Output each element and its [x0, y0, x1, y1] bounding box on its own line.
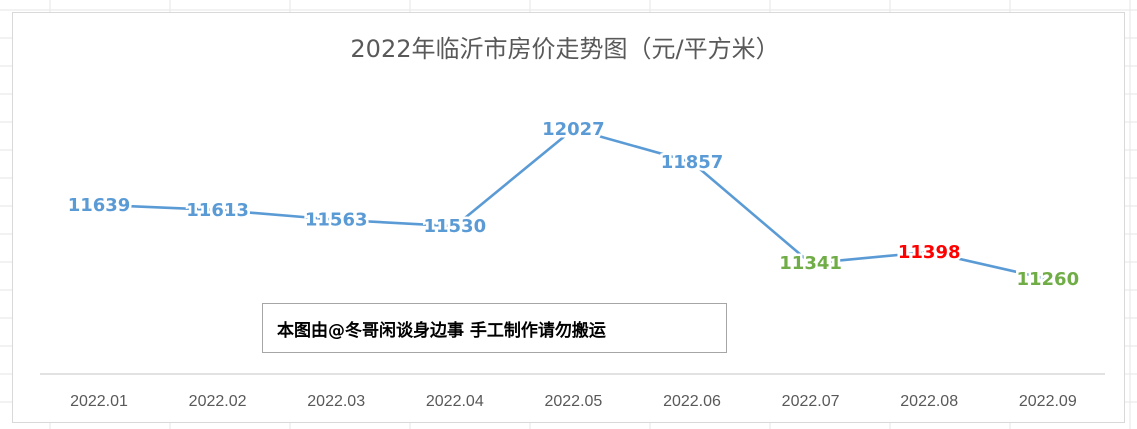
- series-line-segment: [216, 208, 338, 222]
- x-tick-label: 2022.01: [70, 393, 128, 410]
- x-tick-label: 2022.04: [426, 393, 484, 410]
- x-tick-label: 2022.03: [307, 393, 365, 410]
- data-labels: 11639 11613 11563 11530 12027 11857 11341 11398…: [65, 117, 1081, 293]
- x-tick-label: 2022.07: [782, 393, 840, 410]
- data-label: 12027: [542, 119, 605, 140]
- watermark-box: 本图由@冬哥闲谈身边事 手工制作请勿搬运: [262, 303, 727, 353]
- chart-title: 2022年临沂市房价走势图（元/平方米）: [350, 35, 779, 63]
- chart-area[interactable]: 2022年临沂市房价走势图（元/平方米） 11639 11613 11563 1153…: [12, 12, 1125, 423]
- x-tick-labels: 2022.01 2022.02 2022.03 2022.04 2022.05 2022.…: [70, 393, 1077, 410]
- series-line-segment: [572, 127, 694, 164]
- data-label: 11563: [305, 210, 368, 231]
- x-tick-label: 2022.08: [900, 393, 958, 410]
- series-line-segment: [809, 250, 931, 265]
- x-tick-label: 2022.05: [544, 393, 602, 410]
- data-label: 11639: [68, 195, 131, 216]
- x-tick-label: 2022.02: [189, 393, 247, 410]
- series-layer: [97, 127, 1050, 281]
- watermark-text: 本图由@冬哥闲谈身边事 手工制作请勿搬运: [277, 320, 606, 341]
- series-line-segment: [690, 160, 812, 265]
- series-line-segment: [927, 250, 1050, 281]
- series-line-segment: [334, 218, 457, 228]
- data-label: 11857: [661, 152, 724, 173]
- series-line-segment: [453, 127, 575, 228]
- x-tick-label: 2022.06: [663, 393, 721, 410]
- data-label: 11341: [779, 253, 842, 274]
- line-chart: 2022年临沂市房价走势图（元/平方米） 11639 11613 11563 1153…: [40, 35, 1105, 410]
- data-label: 11530: [423, 216, 486, 237]
- data-label: 11398: [898, 242, 961, 263]
- x-tick-label: 2022.09: [1019, 393, 1077, 410]
- data-label: 11260: [1016, 269, 1079, 290]
- data-label: 11613: [186, 200, 249, 221]
- series-line-segment: [97, 203, 219, 212]
